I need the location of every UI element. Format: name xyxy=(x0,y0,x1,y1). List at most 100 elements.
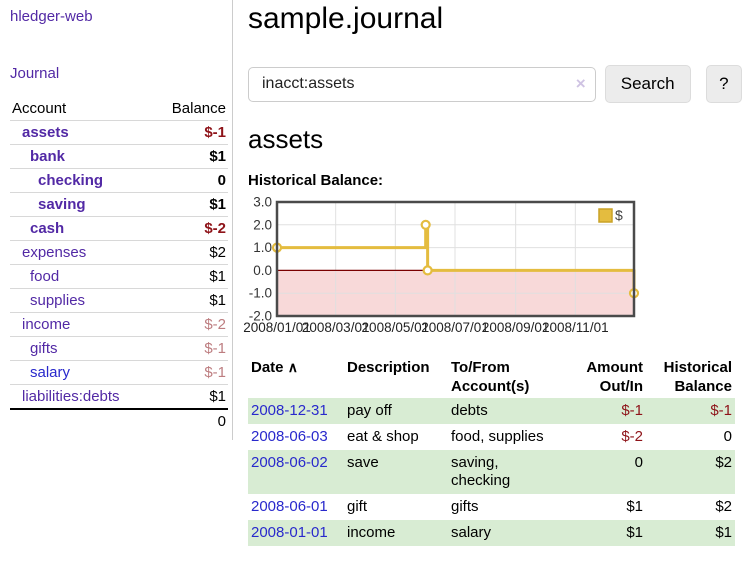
x-axis-tick-label: 2008/01/01 xyxy=(243,320,311,335)
account-balance: 0 xyxy=(153,169,228,193)
x-axis-tick-label: 2008/09/01 xyxy=(482,320,550,335)
account-link[interactable]: cash xyxy=(30,220,64,237)
data-point-marker xyxy=(422,221,430,229)
y-axis-tick-label: 0.0 xyxy=(253,263,272,278)
accounts-total-value: 0 xyxy=(10,409,228,433)
register-description-cell: gift xyxy=(344,494,448,520)
account-name-cell: income xyxy=(10,313,153,337)
transaction-date-link[interactable]: 2008-01-01 xyxy=(251,524,328,541)
register-description-cell: eat & shop xyxy=(344,424,448,450)
register-accounts-cell: salary xyxy=(448,520,564,546)
account-balance: $-1 xyxy=(153,121,228,145)
sort-ascending-icon: ∧ xyxy=(288,359,298,375)
register-date-cell: 2008-06-01 xyxy=(248,494,344,520)
transaction-date-link[interactable]: 2008-06-03 xyxy=(251,428,328,445)
register-header-row: Date ∧DescriptionTo/FromAccount(s)Amount… xyxy=(248,356,735,398)
x-axis-tick-label: 2008/05/01 xyxy=(362,320,430,335)
x-axis-tick-label: 2008/11/01 xyxy=(542,320,609,335)
account-link[interactable]: salary xyxy=(30,364,70,381)
account-row: salary $-1 xyxy=(10,361,228,385)
search-button[interactable]: Search xyxy=(605,65,691,103)
account-link[interactable]: checking xyxy=(38,172,103,189)
account-link[interactable]: food xyxy=(30,268,59,285)
account-balance: $-2 xyxy=(153,217,228,241)
register-column-header[interactable]: Description xyxy=(344,356,448,398)
transaction-date-link[interactable]: 2008-06-01 xyxy=(251,498,328,515)
register-row: 2008-06-02savesaving, checking0$2 xyxy=(248,450,735,494)
register-amount-cell: 0 xyxy=(564,450,646,494)
account-name-cell: liabilities:debts xyxy=(10,385,153,410)
account-name-cell: saving xyxy=(10,193,153,217)
clear-search-icon[interactable]: × xyxy=(576,74,586,94)
y-axis-tick-label: 3.0 xyxy=(253,195,272,210)
legend-label: $ xyxy=(615,207,623,223)
main-content: sample.journal × Search ? assets Histori… xyxy=(240,0,742,546)
account-name-cell: assets xyxy=(10,121,153,145)
register-description-cell: income xyxy=(344,520,448,546)
account-row: supplies $1 xyxy=(10,289,228,313)
search-input[interactable] xyxy=(248,67,596,102)
account-name-cell: cash xyxy=(10,217,153,241)
report-heading: assets xyxy=(248,124,742,155)
search-form: × Search ? xyxy=(248,65,742,103)
account-name-cell: food xyxy=(10,265,153,289)
account-balance: $-1 xyxy=(153,337,228,361)
account-row: gifts $-1 xyxy=(10,337,228,361)
register-balance-cell: 0 xyxy=(646,424,735,450)
data-point-marker xyxy=(424,266,432,274)
account-row: food $1 xyxy=(10,265,228,289)
legend-swatch xyxy=(599,209,612,222)
account-balance: $1 xyxy=(153,265,228,289)
register-date-cell: 2008-12-31 xyxy=(248,398,344,424)
sidebar-item-journal[interactable]: Journal xyxy=(10,65,59,82)
account-link[interactable]: liabilities:debts xyxy=(22,388,120,405)
account-row: liabilities:debts $1 xyxy=(10,385,228,410)
accounts-header-row: Account Balance xyxy=(10,97,228,121)
account-balance: $-1 xyxy=(153,361,228,385)
account-row: assets $-1 xyxy=(10,121,228,145)
account-name-cell: checking xyxy=(10,169,153,193)
register-accounts-cell: debts xyxy=(448,398,564,424)
transaction-date-link[interactable]: 2008-12-31 xyxy=(251,402,328,419)
account-link[interactable]: supplies xyxy=(30,292,85,309)
accounts-header-balance: Balance xyxy=(153,97,228,121)
account-link[interactable]: bank xyxy=(30,148,65,165)
register-row: 2008-06-03eat & shopfood, supplies$-20 xyxy=(248,424,735,450)
transaction-date-link[interactable]: 2008-06-02 xyxy=(251,454,328,471)
account-row: income $-2 xyxy=(10,313,228,337)
register-accounts-cell: gifts xyxy=(448,494,564,520)
register-column-header[interactable]: HistoricalBalance xyxy=(646,356,735,398)
register-description-cell: pay off xyxy=(344,398,448,424)
x-axis-tick-label: 2008/07/01 xyxy=(421,320,489,335)
account-balance: $-2 xyxy=(153,313,228,337)
brand-link[interactable]: hledger-web xyxy=(10,8,93,25)
register-balance-cell: $-1 xyxy=(646,398,735,424)
register-description-cell: save xyxy=(344,450,448,494)
account-row: bank$1 xyxy=(10,145,228,169)
account-name-cell: bank xyxy=(10,145,153,169)
account-name-cell: salary xyxy=(10,361,153,385)
accounts-total-row: 0 xyxy=(10,409,228,433)
account-link[interactable]: income xyxy=(22,316,70,333)
account-link[interactable]: gifts xyxy=(30,340,58,357)
account-balance: $1 xyxy=(153,289,228,313)
register-column-header[interactable]: AmountOut/In xyxy=(564,356,646,398)
register-column-header[interactable]: To/FromAccount(s) xyxy=(448,356,564,398)
account-balance: $1 xyxy=(153,385,228,410)
y-axis-tick-label: -1.0 xyxy=(249,286,272,301)
x-axis-tick-label: 2008/03/01 xyxy=(302,320,370,335)
register-row: 2008-12-31pay offdebts$-1$-1 xyxy=(248,398,735,424)
page-title: sample.journal xyxy=(248,2,742,36)
y-axis-tick-label: 1.0 xyxy=(253,240,272,255)
account-link[interactable]: expenses xyxy=(22,244,86,261)
register-column-header[interactable]: Date ∧ xyxy=(248,356,344,398)
account-link[interactable]: assets xyxy=(22,124,69,141)
register-accounts-cell: food, supplies xyxy=(448,424,564,450)
help-button[interactable]: ? xyxy=(706,65,742,103)
account-row: cash $-2 xyxy=(10,217,228,241)
register-amount-cell: $-1 xyxy=(564,398,646,424)
account-link[interactable]: saving xyxy=(38,196,86,213)
register-balance-cell: $2 xyxy=(646,494,735,520)
account-name-cell: gifts xyxy=(10,337,153,361)
register-row: 2008-06-01giftgifts$1$2 xyxy=(248,494,735,520)
